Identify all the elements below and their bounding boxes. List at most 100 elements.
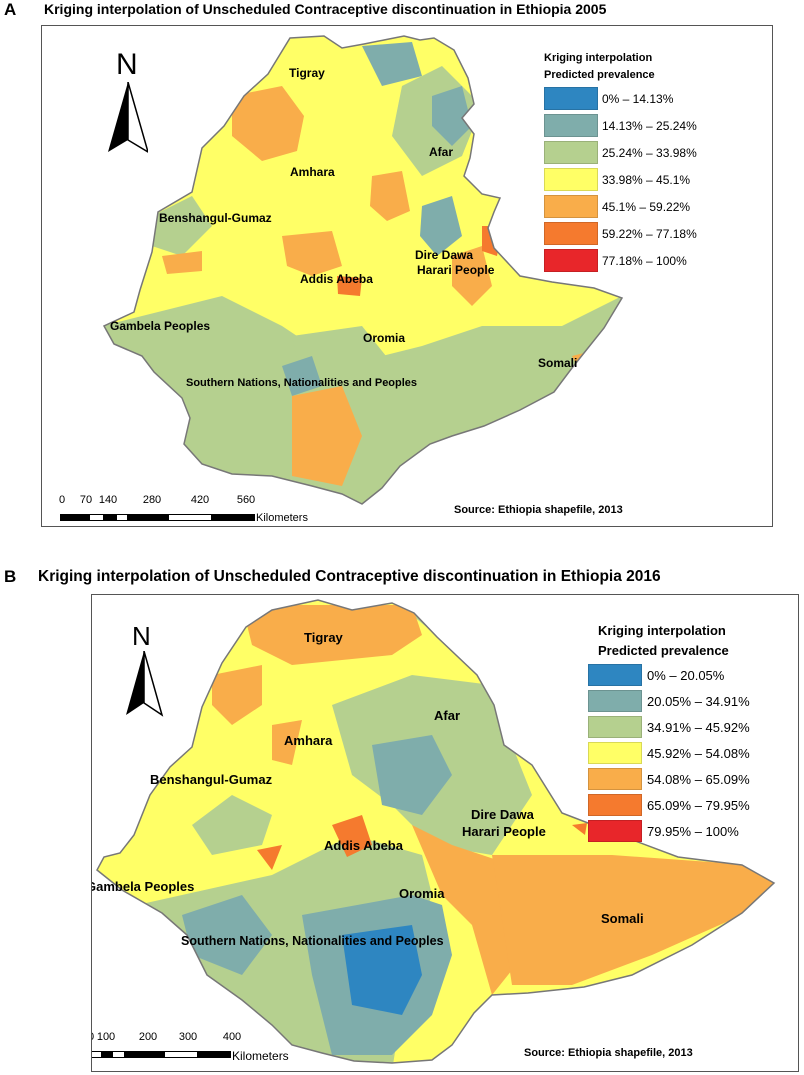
panel-b-legend: Kriging interpolation Predicted prevalen… bbox=[588, 621, 798, 847]
scale-tick-label: 280 bbox=[142, 494, 162, 506]
legend-label: 79.95% – 100% bbox=[647, 823, 739, 839]
region-label-dire-dawa: Dire Dawa bbox=[471, 807, 535, 822]
north-arrow-icon bbox=[108, 82, 148, 153]
scale-tick-label: 400 bbox=[222, 1031, 242, 1043]
scale-tick-label: 300 bbox=[178, 1031, 198, 1043]
region-label-oromia: Oromia bbox=[399, 886, 445, 901]
legend-item: 54.08% – 65.09% bbox=[588, 768, 798, 791]
legend-label: 45.1% – 59.22% bbox=[602, 199, 691, 214]
legend-swatch bbox=[544, 141, 598, 165]
legend-swatch bbox=[544, 249, 598, 273]
legend-title: Kriging interpolation bbox=[544, 52, 653, 64]
panel-a-source: Source: Ethiopia shapefile, 2013 bbox=[454, 504, 623, 516]
scale-unit: Kilometers bbox=[256, 512, 308, 524]
legend-item: 25.24% – 33.98% bbox=[544, 141, 744, 165]
panel-a-letter: A bbox=[4, 0, 17, 19]
scale-tick-label: 200 bbox=[138, 1031, 158, 1043]
region-label-tigray: Tigray bbox=[289, 66, 325, 80]
legend-label: 59.22% – 77.18% bbox=[602, 226, 697, 241]
scale-tick-label: 0 bbox=[58, 494, 66, 506]
legend-swatch bbox=[544, 168, 598, 192]
legend-item: 45.92% – 54.08% bbox=[588, 742, 798, 765]
legend-label: 34.91% – 45.92% bbox=[647, 719, 750, 735]
legend-swatch bbox=[588, 820, 642, 843]
legend-swatch bbox=[544, 195, 598, 219]
region-label-amhara: Amhara bbox=[284, 733, 333, 748]
panel-b-north-arrow: N bbox=[124, 621, 164, 731]
scale-tick-label: 420 bbox=[190, 494, 210, 506]
legend-swatch bbox=[588, 794, 642, 817]
region-label-somali: Somali bbox=[601, 911, 644, 926]
scale-tick-label: 70 bbox=[79, 494, 93, 506]
legend-swatch bbox=[588, 664, 642, 687]
legend-label: 0% – 20.05% bbox=[647, 667, 725, 683]
legend-label: 33.98% – 45.1% bbox=[602, 172, 691, 187]
panel-b-source: Source: Ethiopia shapefile, 2013 bbox=[524, 1047, 693, 1059]
legend-swatch bbox=[588, 716, 642, 739]
legend-item: 20.05% – 34.91% bbox=[588, 690, 798, 713]
region-label-oromia: Oromia bbox=[363, 331, 405, 345]
legend-swatch bbox=[544, 114, 598, 138]
legend-item: 45.1% – 59.22% bbox=[544, 195, 744, 219]
legend-label: 77.18% – 100% bbox=[602, 253, 687, 268]
region-label-snnp: Southern Nations, Nationalities and Peop… bbox=[186, 377, 417, 389]
legend-item: 0% – 14.13% bbox=[544, 87, 744, 111]
region-label-harari-people: Harari People bbox=[462, 824, 546, 839]
legend-item: 79.95% – 100% bbox=[588, 820, 798, 843]
legend-subtitle: Predicted prevalence bbox=[544, 69, 655, 82]
panel-b-letter: B bbox=[4, 567, 17, 586]
legend-label: 54.08% – 65.09% bbox=[647, 771, 750, 787]
region-label-benshangul-gumaz: Benshangul-Gumaz bbox=[159, 211, 272, 225]
region-label-amhara: Amhara bbox=[290, 165, 335, 179]
scale-tick-label: 50 bbox=[92, 1031, 94, 1043]
region-label-somali: Somali bbox=[538, 356, 577, 370]
north-arrow-icon bbox=[126, 651, 164, 717]
region-label-afar: Afar bbox=[434, 708, 460, 723]
panel-a-scale-bar: 0 70 140 280 420 560 Kilometers bbox=[58, 494, 360, 524]
panel-b-title: Kriging interpolation of Unscheduled Con… bbox=[38, 568, 661, 585]
panel-b-scale-bar: 050100200300400 Kilometers bbox=[92, 1031, 386, 1063]
panel-a-map-frame: Tigray Afar Amhara Benshangul-Gumaz Dire… bbox=[41, 25, 773, 527]
legend-swatch bbox=[588, 690, 642, 713]
legend-item: 65.09% – 79.95% bbox=[588, 794, 798, 817]
legend-swatch bbox=[588, 768, 642, 791]
region-label-addis-abeba: Addis Abeba bbox=[324, 838, 404, 853]
scale-tick-label: 560 bbox=[236, 494, 256, 506]
legend-label: 25.24% – 33.98% bbox=[602, 145, 697, 160]
legend-item: 33.98% – 45.1% bbox=[544, 168, 744, 192]
panel-a-north-arrow: N bbox=[108, 48, 148, 158]
legend-swatch bbox=[544, 87, 598, 111]
scale-bar-graphic bbox=[60, 514, 255, 521]
legend-swatch bbox=[544, 222, 598, 246]
panel-a-title: Kriging interpolation of Unscheduled Con… bbox=[44, 1, 607, 17]
legend-item: 77.18% – 100% bbox=[544, 249, 744, 273]
region-label-snnp: Southern Nations, Nationalities and Peop… bbox=[181, 934, 444, 948]
ethiopia-outline bbox=[96, 599, 776, 1064]
region-label-gambela-peoples: Gambela Peoples bbox=[92, 879, 194, 894]
legend-label: 45.92% – 54.08% bbox=[647, 745, 750, 761]
panel-b-map: Tigray Amhara Afar Benshangul-Gumaz Dire… bbox=[92, 599, 776, 1064]
legend-swatch bbox=[588, 742, 642, 765]
north-letter: N bbox=[132, 621, 151, 651]
legend-title: Kriging interpolation bbox=[598, 623, 726, 638]
legend-subtitle: Predicted prevalence bbox=[598, 643, 729, 659]
legend-item: 0% – 20.05% bbox=[588, 664, 798, 687]
legend-label: 20.05% – 34.91% bbox=[647, 693, 750, 709]
scale-tick-label: 100 bbox=[96, 1031, 116, 1043]
north-letter: N bbox=[116, 48, 138, 81]
panel-a-legend: Kriging interpolation Predicted prevalen… bbox=[544, 50, 744, 277]
legend-item: 59.22% – 77.18% bbox=[544, 222, 744, 246]
region-label-afar: Afar bbox=[429, 145, 453, 159]
region-label-benshangul-gumaz: Benshangul-Gumaz bbox=[150, 772, 273, 787]
ethiopia-outline bbox=[102, 35, 624, 505]
scale-tick-label: 140 bbox=[98, 494, 118, 506]
region-label-tigray: Tigray bbox=[304, 630, 344, 645]
region-label-addis-abeba: Addis Abeba bbox=[300, 272, 373, 286]
scale-bar-graphic bbox=[92, 1051, 231, 1058]
panel-b-map-frame: Tigray Amhara Afar Benshangul-Gumaz Dire… bbox=[91, 594, 799, 1072]
region-label-dire-dawa: Dire Dawa bbox=[415, 248, 473, 262]
region-label-harari-people: Harari People bbox=[417, 263, 495, 277]
scale-unit: Kilometers bbox=[232, 1049, 289, 1063]
panel-a-map: Tigray Afar Amhara Benshangul-Gumaz Dire… bbox=[102, 35, 624, 505]
region-label-gambela-peoples: Gambela Peoples bbox=[110, 319, 210, 333]
